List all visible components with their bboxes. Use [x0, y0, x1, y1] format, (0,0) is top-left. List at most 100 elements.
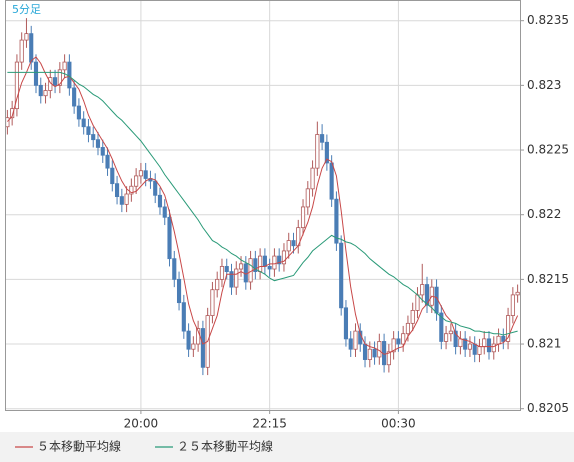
- candle-body: [424, 284, 430, 306]
- candle-body: [501, 335, 506, 342]
- legend-background: [0, 432, 574, 462]
- candle-body: [315, 134, 320, 169]
- candle-body: [343, 307, 349, 340]
- candle-body: [229, 271, 234, 288]
- candle-body: [258, 255, 263, 273]
- candle-body: [482, 338, 487, 348]
- candle-body: [181, 302, 186, 332]
- candle-body: [281, 250, 287, 265]
- candle-body: [105, 154, 110, 169]
- candle-body: [348, 338, 353, 350]
- candle-body: [95, 139, 101, 148]
- y-tick-label: 0.8215: [527, 272, 569, 286]
- candle-body: [114, 183, 120, 197]
- candle-body: [100, 147, 105, 156]
- candle-body: [300, 206, 306, 229]
- candle-body: [138, 170, 143, 177]
- candle-body: [477, 346, 482, 355]
- candle-body: [458, 338, 463, 348]
- candle-body: [57, 69, 62, 86]
- candle-body: [396, 338, 401, 345]
- candle-body: [134, 175, 139, 187]
- candle-body: [110, 167, 115, 185]
- y-tick-label: 0.8235: [527, 13, 569, 27]
- candle-body: [215, 278, 220, 291]
- candle-body: [472, 343, 477, 355]
- candle-body: [444, 333, 449, 342]
- candle-body: [506, 315, 511, 342]
- y-tick-label: 0.8225: [527, 143, 569, 157]
- candle-body: [310, 167, 315, 190]
- candle-body: [200, 328, 205, 368]
- candle-body: [453, 330, 458, 348]
- candle-body: [5, 117, 10, 128]
- candle-body: [324, 141, 329, 164]
- candle-body: [486, 338, 492, 353]
- candle-body: [91, 134, 96, 141]
- candle-body: [234, 268, 239, 288]
- candle-body: [262, 255, 267, 267]
- candle-body: [377, 341, 382, 358]
- candle-body: [448, 330, 453, 335]
- candle-body: [405, 322, 411, 335]
- plot-border: [5, 0, 521, 411]
- candle-body: [339, 242, 344, 309]
- candle-body: [172, 258, 177, 280]
- candle-body: [467, 343, 472, 350]
- ma-line: [7, 56, 519, 355]
- candle-body: [391, 338, 396, 353]
- candle-body: [410, 310, 415, 324]
- candle-body: [401, 333, 406, 345]
- candle-body: [510, 294, 515, 316]
- candle-body: [53, 77, 58, 86]
- candle-body: [62, 61, 67, 71]
- candle-body: [267, 266, 272, 270]
- candle-body: [153, 180, 158, 196]
- candle-body: [219, 266, 225, 280]
- candle-body: [386, 351, 391, 366]
- candle-body: [334, 198, 339, 244]
- candle-body: [29, 33, 34, 63]
- candle-body: [72, 87, 77, 107]
- candle-body: [243, 263, 248, 283]
- candle-body: [515, 291, 520, 296]
- candle-body: [253, 258, 258, 273]
- y-tick-label: 0.821: [527, 337, 561, 351]
- candle-body: [210, 289, 215, 316]
- candle-body: [272, 255, 277, 270]
- candle-body: [157, 194, 163, 208]
- plot: [5, 0, 520, 410]
- candle-body: [329, 162, 334, 200]
- candle-body: [186, 330, 191, 350]
- candle-body: [143, 170, 148, 179]
- chart-title: 5分足: [12, 3, 41, 16]
- candle-body: [362, 343, 368, 360]
- candle-body: [162, 206, 167, 218]
- legend-label: ２５本移動平均線: [177, 439, 273, 454]
- x-tick-label: 20:00: [124, 417, 159, 431]
- candle-body: [277, 255, 282, 265]
- y-tick-label: 0.823: [527, 78, 561, 92]
- candle-body: [14, 61, 19, 110]
- candle-body: [19, 39, 24, 63]
- candle-body: [76, 105, 81, 120]
- candle-body: [167, 216, 172, 260]
- candle-body: [67, 61, 72, 89]
- x-tick-label: 00:30: [381, 417, 416, 431]
- candle-body: [129, 185, 134, 195]
- candle-body: [286, 240, 291, 252]
- candle-body: [224, 266, 229, 273]
- candle-body: [119, 196, 124, 205]
- candle-body: [10, 108, 15, 119]
- candle-body: [305, 188, 310, 208]
- candle-body: [81, 118, 86, 128]
- candle-body: [291, 240, 296, 247]
- candle-body: [367, 348, 372, 360]
- x-tick-label: 22:15: [252, 417, 287, 431]
- candle-body: [415, 294, 420, 311]
- candle-body: [176, 278, 182, 304]
- candle-body: [439, 312, 444, 342]
- candle-body: [43, 90, 48, 97]
- candle-body: [353, 330, 358, 350]
